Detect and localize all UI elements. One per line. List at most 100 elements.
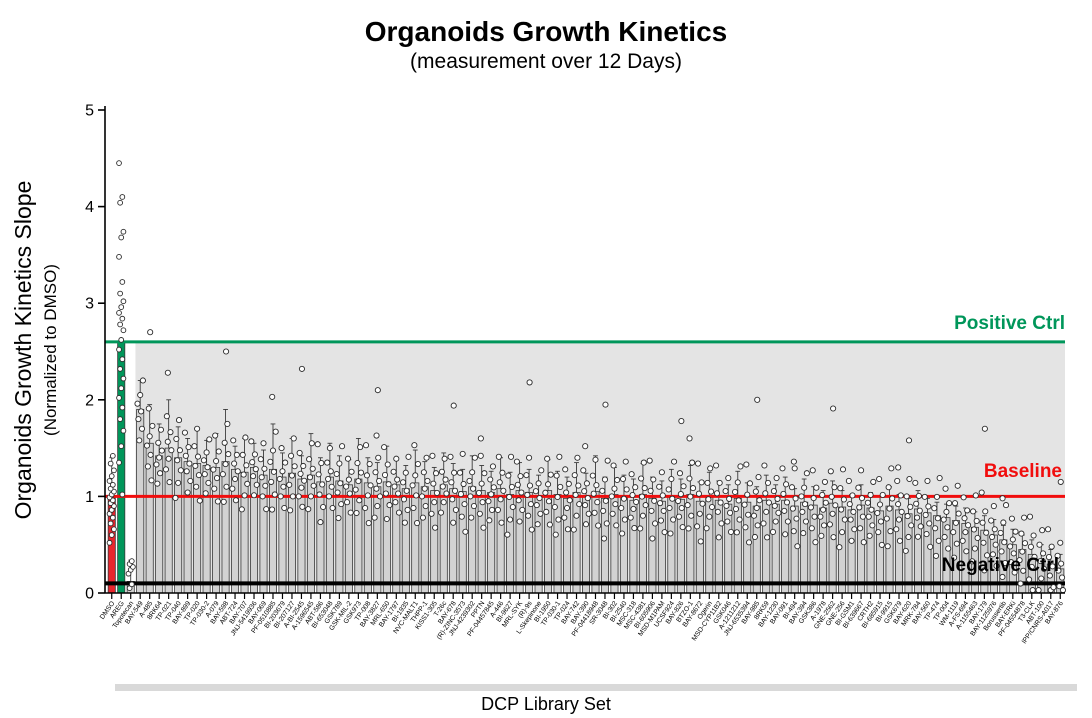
data-point bbox=[575, 482, 582, 489]
data-point bbox=[517, 473, 524, 480]
data-point bbox=[954, 482, 961, 489]
data-point bbox=[251, 451, 258, 458]
data-point bbox=[117, 366, 123, 372]
data-point bbox=[470, 485, 477, 492]
data-point bbox=[732, 488, 739, 496]
data-point bbox=[851, 526, 858, 533]
data-point bbox=[1017, 580, 1024, 587]
bar bbox=[724, 503, 733, 594]
bar bbox=[449, 488, 458, 594]
data-point bbox=[885, 484, 892, 491]
data-point bbox=[648, 507, 655, 514]
data-point bbox=[367, 482, 374, 489]
data-point bbox=[1008, 515, 1015, 522]
bar bbox=[287, 472, 296, 594]
data-point bbox=[546, 521, 553, 528]
data-point bbox=[561, 514, 568, 521]
data-point bbox=[867, 491, 874, 499]
data-point bbox=[583, 480, 590, 487]
data-point bbox=[277, 493, 284, 500]
data-point bbox=[504, 531, 511, 538]
data-point bbox=[428, 510, 435, 517]
data-point bbox=[925, 503, 932, 510]
data-point bbox=[714, 508, 721, 515]
data-point bbox=[314, 441, 321, 448]
data-point bbox=[951, 554, 958, 561]
data-point bbox=[601, 535, 608, 542]
data-point bbox=[318, 460, 325, 467]
bar bbox=[268, 468, 277, 594]
data-point bbox=[461, 501, 468, 508]
chart-title: Organoids Growth Kinetics bbox=[364, 16, 728, 47]
data-point bbox=[176, 447, 183, 454]
data-point bbox=[912, 479, 919, 486]
data-point bbox=[907, 503, 914, 510]
data-point bbox=[219, 471, 226, 478]
data-point bbox=[183, 468, 190, 475]
data-point bbox=[518, 489, 525, 496]
data-point bbox=[411, 442, 418, 449]
data-point bbox=[618, 504, 625, 512]
data-point bbox=[106, 478, 113, 484]
y-tick-label: 0 bbox=[85, 586, 94, 603]
data-point bbox=[200, 457, 207, 464]
data-point bbox=[638, 493, 646, 500]
data-point bbox=[157, 470, 164, 477]
data-point bbox=[837, 485, 844, 492]
data-point bbox=[585, 510, 592, 517]
data-point bbox=[678, 418, 685, 425]
data-point bbox=[1011, 569, 1018, 576]
data-point bbox=[668, 475, 675, 483]
data-point bbox=[754, 396, 761, 403]
data-point bbox=[215, 448, 222, 455]
data-point bbox=[745, 539, 753, 546]
data-point bbox=[451, 487, 459, 494]
data-point bbox=[526, 454, 533, 461]
data-point bbox=[810, 495, 817, 502]
data-point bbox=[628, 471, 635, 478]
data-point bbox=[934, 515, 941, 522]
data-point bbox=[317, 519, 324, 526]
data-point bbox=[667, 530, 674, 537]
bar bbox=[591, 491, 600, 594]
data-point bbox=[969, 558, 976, 565]
data-point bbox=[859, 513, 866, 520]
data-point bbox=[592, 456, 599, 463]
data-point bbox=[282, 459, 289, 466]
data-point bbox=[763, 508, 770, 515]
data-point bbox=[333, 470, 340, 478]
data-point bbox=[595, 522, 602, 529]
data-point bbox=[238, 506, 245, 513]
data-point bbox=[827, 468, 834, 475]
data-point bbox=[781, 507, 788, 514]
data-point bbox=[771, 502, 778, 509]
data-point bbox=[327, 468, 334, 475]
data-point bbox=[118, 234, 125, 241]
bar bbox=[819, 507, 828, 594]
data-point bbox=[138, 425, 146, 432]
data-point bbox=[109, 452, 116, 459]
data-point bbox=[913, 500, 920, 507]
data-point bbox=[372, 469, 379, 476]
data-point bbox=[392, 499, 399, 506]
data-point bbox=[335, 514, 342, 522]
data-point bbox=[665, 486, 672, 493]
data-point bbox=[348, 468, 355, 475]
data-point bbox=[770, 488, 777, 495]
data-point bbox=[599, 487, 606, 494]
data-point bbox=[999, 573, 1006, 581]
data-point bbox=[405, 453, 412, 460]
bar bbox=[174, 457, 183, 594]
data-point bbox=[242, 434, 249, 441]
data-point bbox=[500, 487, 507, 494]
data-point bbox=[604, 457, 611, 464]
data-point bbox=[1026, 576, 1033, 583]
data-point bbox=[1027, 543, 1034, 550]
data-point bbox=[146, 433, 153, 440]
bar bbox=[610, 494, 619, 594]
data-point bbox=[649, 535, 656, 542]
data-point bbox=[253, 481, 260, 488]
data-point bbox=[610, 462, 617, 469]
data-point bbox=[441, 455, 448, 462]
bar bbox=[136, 409, 145, 594]
